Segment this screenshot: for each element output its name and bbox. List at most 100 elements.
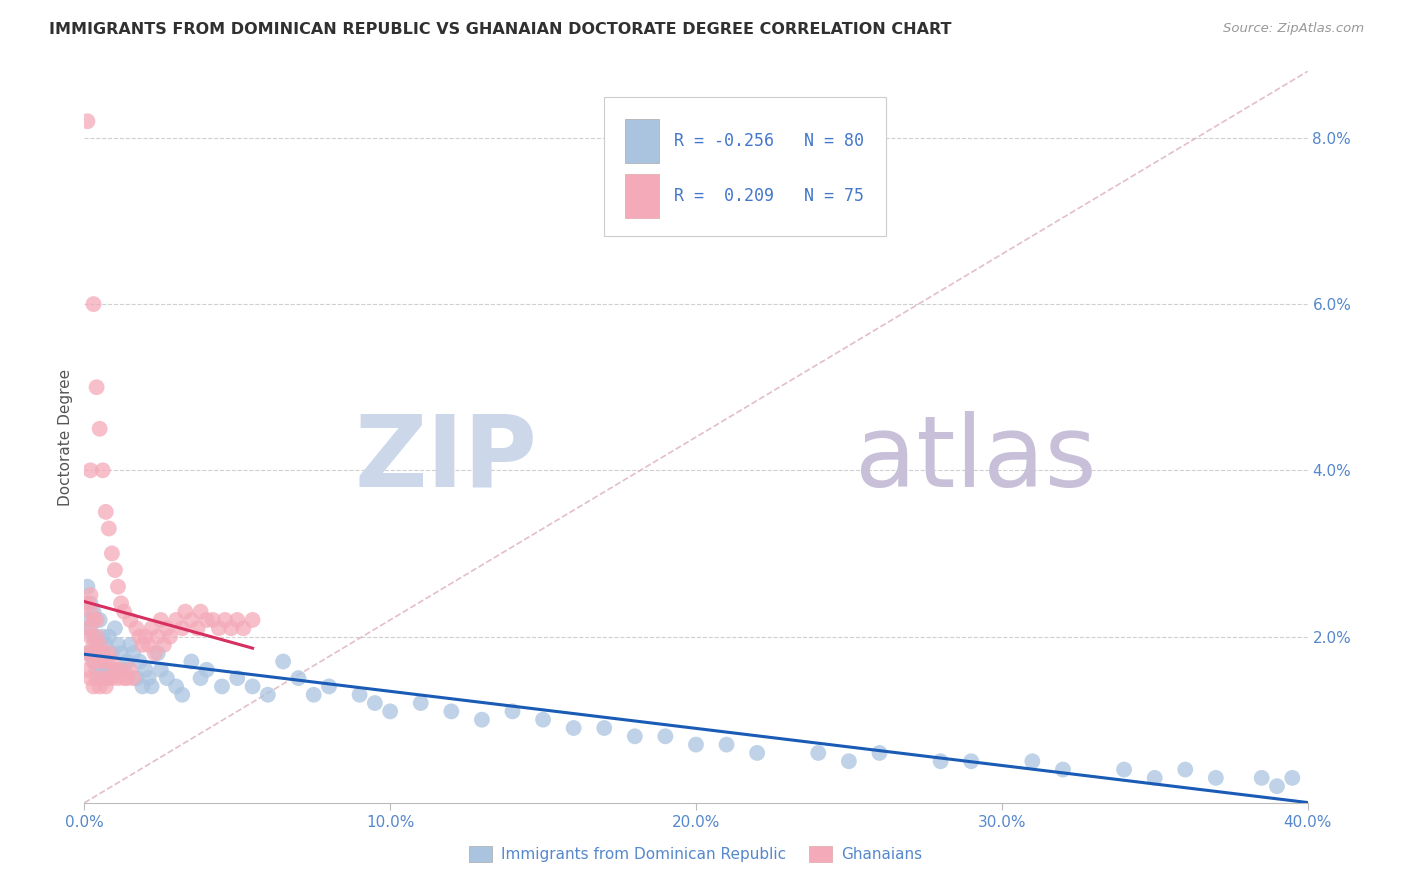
Point — [716, 738, 738, 752]
Point — [1143, 771, 1166, 785]
Point — [138, 638, 160, 652]
Point — [76, 621, 98, 635]
Point — [143, 646, 166, 660]
Point — [1265, 779, 1288, 793]
Point — [89, 655, 111, 669]
FancyBboxPatch shape — [626, 119, 659, 163]
Point — [86, 380, 108, 394]
Point — [153, 638, 176, 652]
Point — [302, 688, 325, 702]
Point — [107, 671, 129, 685]
Point — [1281, 771, 1303, 785]
Text: atlas: atlas — [855, 410, 1097, 508]
Point — [89, 638, 111, 652]
Point — [104, 663, 127, 677]
Point — [929, 754, 952, 768]
Point — [107, 638, 129, 652]
Point — [180, 613, 202, 627]
Point — [97, 671, 120, 685]
Point — [1174, 763, 1197, 777]
Point — [83, 680, 105, 694]
Point — [242, 613, 264, 627]
Point — [83, 297, 105, 311]
Text: R =  0.209   N = 75: R = 0.209 N = 75 — [673, 186, 863, 204]
Point — [120, 638, 142, 652]
Point — [110, 596, 132, 610]
Point — [79, 621, 101, 635]
Point — [79, 646, 101, 660]
Point — [83, 630, 105, 644]
Point — [869, 746, 891, 760]
Point — [349, 688, 371, 702]
Point — [214, 613, 236, 627]
Point — [110, 663, 132, 677]
Text: Source: ZipAtlas.com: Source: ZipAtlas.com — [1223, 22, 1364, 36]
Point — [86, 671, 108, 685]
Point — [83, 613, 105, 627]
Point — [79, 463, 101, 477]
Point — [97, 521, 120, 535]
Point — [89, 646, 111, 660]
Point — [101, 546, 124, 560]
Point — [172, 621, 194, 635]
Point — [101, 646, 124, 660]
Point — [97, 630, 120, 644]
Point — [146, 646, 169, 660]
Point — [104, 663, 127, 677]
Point — [79, 671, 101, 685]
Point — [97, 663, 120, 677]
Point — [211, 680, 233, 694]
Point — [318, 680, 340, 694]
Point — [86, 613, 108, 627]
Point — [685, 738, 707, 752]
Point — [1052, 763, 1074, 777]
Point — [91, 671, 114, 685]
Point — [115, 655, 138, 669]
Point — [125, 671, 148, 685]
Point — [838, 754, 860, 768]
Point — [195, 613, 218, 627]
Point — [131, 680, 153, 694]
Point — [156, 671, 179, 685]
Point — [242, 680, 264, 694]
Point — [79, 605, 101, 619]
Point — [128, 655, 150, 669]
Point — [79, 588, 101, 602]
Point — [79, 630, 101, 644]
Point — [195, 663, 218, 677]
Text: R = -0.256   N = 80: R = -0.256 N = 80 — [673, 132, 863, 150]
Point — [89, 671, 111, 685]
Point — [83, 655, 105, 669]
Point — [83, 638, 105, 652]
Point — [86, 630, 108, 644]
Point — [76, 596, 98, 610]
Point — [94, 655, 117, 669]
Point — [1021, 754, 1043, 768]
Point — [960, 754, 983, 768]
Text: IMMIGRANTS FROM DOMINICAN REPUBLIC VS GHANAIAN DOCTORATE DEGREE CORRELATION CHAR: IMMIGRANTS FROM DOMINICAN REPUBLIC VS GH… — [49, 22, 952, 37]
Point — [141, 621, 163, 635]
FancyBboxPatch shape — [626, 174, 659, 218]
Point — [159, 630, 181, 644]
Point — [131, 638, 153, 652]
Point — [226, 671, 249, 685]
Point — [97, 646, 120, 660]
Point — [440, 705, 463, 719]
Point — [257, 688, 280, 702]
Point — [101, 671, 124, 685]
Point — [180, 655, 202, 669]
Point — [120, 613, 142, 627]
Point — [364, 696, 387, 710]
Point — [135, 630, 157, 644]
Point — [76, 646, 98, 660]
Point — [76, 580, 98, 594]
Point — [76, 114, 98, 128]
Point — [112, 671, 135, 685]
Point — [122, 671, 145, 685]
Point — [624, 729, 647, 743]
Point — [146, 630, 169, 644]
Point — [807, 746, 830, 760]
FancyBboxPatch shape — [605, 97, 886, 235]
Point — [91, 463, 114, 477]
Point — [107, 580, 129, 594]
